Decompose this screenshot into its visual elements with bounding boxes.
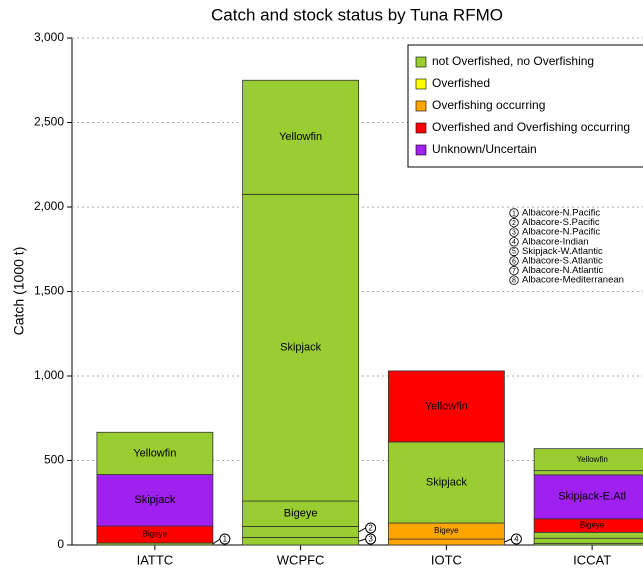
marker-number: 1 <box>223 535 228 544</box>
stock-number: 4 <box>512 239 516 246</box>
legend-swatch <box>415 100 427 112</box>
stock-number: 8 <box>512 278 516 285</box>
bar-segment <box>533 531 643 539</box>
y-tick-label: 500 <box>44 453 64 467</box>
chart-title: Catch and stock status by Tuna RFMO <box>211 5 503 24</box>
stock-name: Albacore-Indian <box>522 236 589 247</box>
y-tick-label: 1,500 <box>34 284 64 298</box>
stock-name: Albacore-S.Pacific <box>522 217 600 228</box>
legend-swatch <box>415 122 427 134</box>
marker-leader <box>504 538 512 543</box>
segment-label: Yellowfin <box>576 455 607 464</box>
legend-box <box>407 44 643 168</box>
segment-label: Yellowfin <box>133 447 176 459</box>
y-tick-label: 2,000 <box>34 199 64 213</box>
marker-number: 3 <box>368 535 373 544</box>
bar-segment <box>242 79 360 195</box>
segment-label: Skipjack <box>134 494 175 506</box>
marker-number: 2 <box>368 524 373 533</box>
bar-segment <box>533 474 643 520</box>
bar-segment <box>533 470 643 476</box>
stock-name: Albacore-N.Pacific <box>522 227 600 238</box>
stock-circle <box>509 246 519 257</box>
legend-label: Unknown/Uncertain <box>432 142 537 156</box>
bar-segment <box>96 474 214 527</box>
bar-segment <box>387 370 505 443</box>
bar-segment <box>533 448 643 472</box>
segment-label: Bigeye <box>434 526 459 535</box>
legend-label: Overfishing occurring <box>432 98 545 112</box>
legend-label: Overfished and Overfishing occurring <box>432 120 630 134</box>
y-axis-label: Catch (1000 t) <box>11 247 27 336</box>
marker-leader <box>212 538 221 545</box>
x-tick-label: IATTC <box>137 552 174 567</box>
bar-segment <box>242 526 360 538</box>
stock-number: 5 <box>512 249 516 256</box>
segment-label: Skipjack <box>426 476 467 488</box>
segment-label: Yellowfin <box>279 131 322 143</box>
x-tick-label: ICCAT <box>573 552 611 567</box>
segment-label: Skipjack-E.Atl <box>558 491 626 503</box>
stock-name: Albacore-S.Atlantic <box>522 256 603 267</box>
stock-circle <box>509 208 519 218</box>
marker-circle <box>219 533 231 545</box>
stock-circle <box>509 275 519 285</box>
x-tick-label: WCPFC <box>277 552 325 567</box>
marker-circle <box>365 522 377 534</box>
bar-segment <box>242 193 360 502</box>
stock-circle <box>509 256 519 266</box>
bar-segment <box>387 441 505 524</box>
marker-circle <box>365 533 377 545</box>
stock-circle <box>509 237 519 247</box>
segment-label: Skipjack <box>280 342 321 354</box>
stock-name: Albacore-Mediterranean <box>522 275 624 286</box>
stock-circle <box>509 227 519 237</box>
bar-segment <box>242 536 360 546</box>
stock-number: 2 <box>512 220 516 227</box>
segment-label: Bigeye <box>143 530 168 539</box>
y-tick-label: 2,500 <box>34 115 64 129</box>
marker-leader <box>358 538 366 542</box>
marker-number: 4 <box>514 535 519 544</box>
legend-swatch <box>415 144 427 156</box>
bar-segment <box>387 538 505 546</box>
stock-circle <box>509 265 519 276</box>
bar-segment <box>96 431 214 475</box>
segment-label: Bigeye <box>284 508 318 520</box>
stock-number: 6 <box>512 258 516 265</box>
legend-label: not Overfished, no Overfishing <box>432 54 594 68</box>
segment-label: Bigeye <box>580 521 605 530</box>
y-tick-label: 3,000 <box>34 30 64 44</box>
stock-name: Skipjack-W.Atlantic <box>522 246 603 257</box>
marker-circle <box>510 533 522 545</box>
x-tick-label: IOTC <box>431 552 462 567</box>
legend-label: Overfished <box>432 76 490 90</box>
segment-label: Yellowfin <box>425 400 468 412</box>
legend-swatch <box>415 56 427 68</box>
y-tick-label: 0 <box>57 537 64 551</box>
bar-segment <box>533 537 643 544</box>
stock-name: Albacore-N.Atlantic <box>522 265 604 276</box>
stock-circle <box>509 217 519 228</box>
y-tick-label: 1,000 <box>34 368 64 382</box>
stock-number: 7 <box>512 268 516 275</box>
bar-segment <box>242 500 360 527</box>
marker-leader <box>358 527 366 533</box>
stock-name: Albacore-N.Pacific <box>522 208 600 219</box>
legend-swatch <box>415 78 427 90</box>
stock-number: 3 <box>512 230 516 237</box>
stock-number: 1 <box>512 210 516 217</box>
